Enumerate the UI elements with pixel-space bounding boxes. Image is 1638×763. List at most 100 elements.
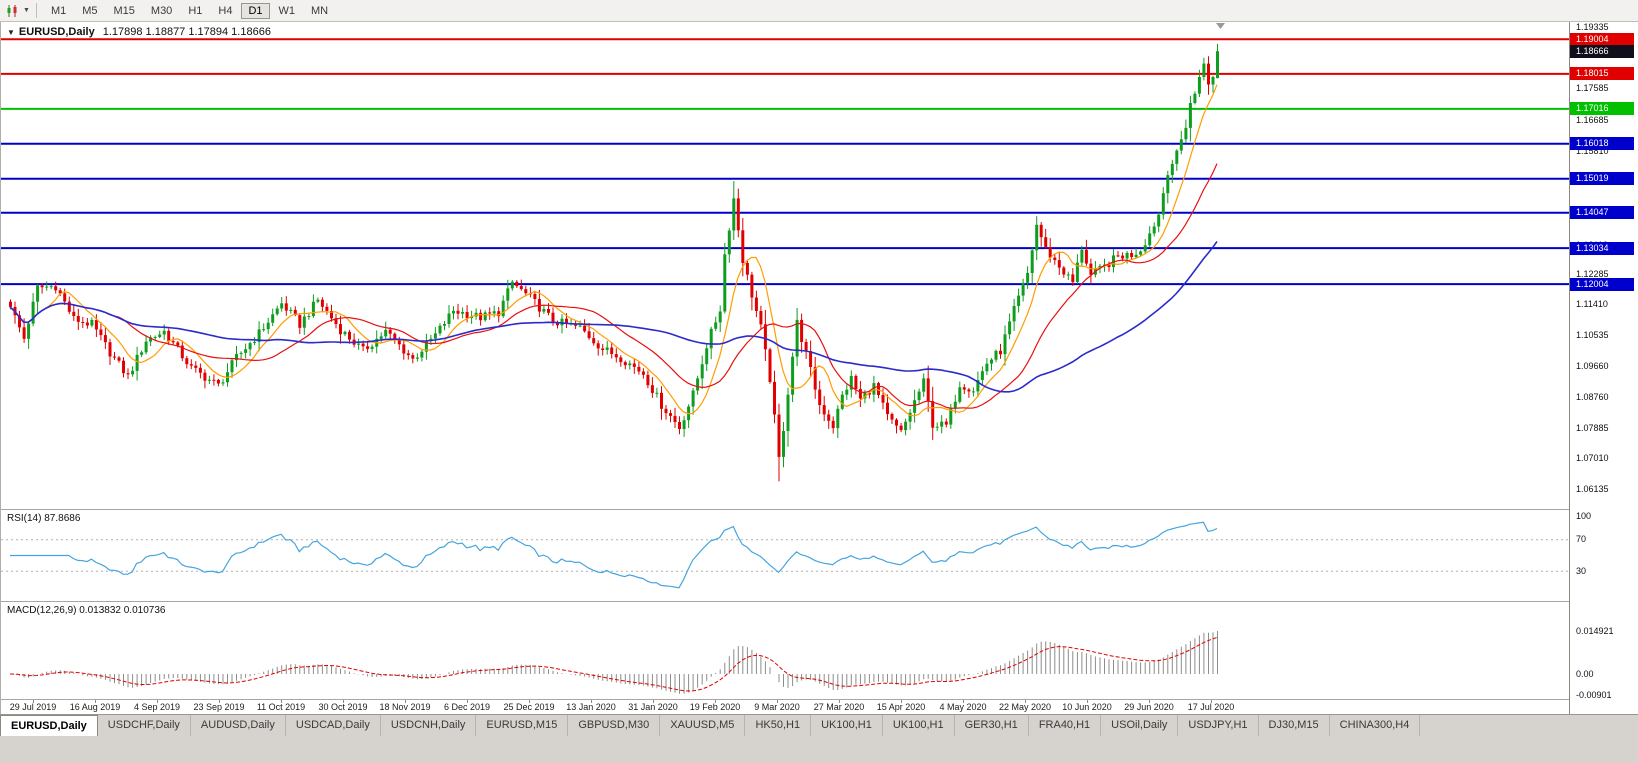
price-level-badge: 1.19004 [1570, 32, 1634, 46]
time-axis-label: 11 Oct 2019 [256, 702, 306, 712]
macd-signal-line [9, 636, 1218, 692]
time-axis-label: 9 Mar 2020 [754, 702, 800, 712]
chart-tab-usdcad-daily[interactable]: USDCAD,Daily [286, 715, 381, 736]
time-axis-tickmark [281, 700, 282, 703]
macd-axis-tick: 0.014921 [1576, 625, 1614, 636]
chart-window: ▼ EURUSD,Daily 1.17898 1.18877 1.17894 1.1… [0, 22, 1638, 714]
time-axis-label: 23 Sep 2019 [193, 702, 245, 712]
support-resistance-lines [1, 38, 1569, 286]
time-axis-tickmark [343, 700, 344, 703]
rsi-indicator-chart[interactable] [1, 511, 1569, 600]
time-axis-label: 29 Jun 2020 [1124, 702, 1174, 712]
candlestick-chart-icon[interactable] [4, 3, 22, 19]
chart-tab-xauusd-m5[interactable]: XAUUSD,M5 [660, 715, 746, 736]
ma-slow-line [9, 241, 1218, 393]
chart-tab-china300-h4[interactable]: CHINA300,H4 [1330, 715, 1421, 736]
chart-tab-dj30-m15[interactable]: DJ30,M15 [1259, 715, 1330, 736]
timeframe-button-mn[interactable]: MN [304, 3, 335, 19]
time-axis-label: 15 Apr 2020 [876, 702, 926, 712]
time-axis-tickmark [95, 700, 96, 703]
chart-tab-usdcnh-daily[interactable]: USDCNH,Daily [381, 715, 477, 736]
time-axis-label: 19 Feb 2020 [689, 702, 741, 712]
rsi-axis-tick: 70 [1576, 534, 1587, 545]
price-axis-tick: 1.19335 [1576, 22, 1609, 33]
time-axis-label: 16 Aug 2019 [69, 702, 121, 712]
timeframe-button-h1[interactable]: H1 [181, 3, 209, 19]
time-axis-label: 18 Nov 2019 [379, 702, 431, 712]
rsi-axis-tick: 100 [1576, 510, 1592, 521]
time-axis-tickmark [219, 700, 220, 703]
chart-symbol-label: EURUSD,Daily [18, 26, 95, 38]
symbol-dropdown-icon[interactable]: ▼ [7, 28, 15, 37]
chart-tab-ger30-h1[interactable]: GER30,H1 [955, 715, 1029, 736]
rsi-axis-tick: 30 [1576, 565, 1587, 576]
chart-tab-eurusd-daily[interactable]: EURUSD,Daily [0, 715, 98, 736]
time-axis-label: 4 May 2020 [939, 702, 987, 712]
time-axis-tickmark [1149, 700, 1150, 703]
chart-tab-hk50-h1[interactable]: HK50,H1 [745, 715, 812, 736]
time-axis-label: 31 Jan 2020 [628, 702, 678, 712]
price-axis-tick: 1.06135 [1576, 483, 1609, 494]
chart-tab-eurusd-m15[interactable]: EURUSD,M15 [476, 715, 569, 736]
timeframe-button-d1[interactable]: D1 [241, 2, 270, 19]
price-axis-tick: 1.08760 [1576, 392, 1609, 402]
rsi-panel: RSI(14) 87.8686 [1, 511, 1569, 600]
time-axis-label: 17 Jul 2020 [1187, 702, 1235, 712]
price-axis-tick: 1.10535 [1576, 329, 1609, 340]
time-axis-tickmark [963, 700, 964, 703]
price-level-badge: 1.18666 [1570, 44, 1634, 58]
timeframe-button-m30[interactable]: M30 [144, 3, 179, 19]
price-level-badge: 1.15019 [1570, 172, 1634, 186]
price-level-badge: 1.13034 [1570, 241, 1634, 255]
timeframe-button-h4[interactable]: H4 [211, 3, 239, 19]
chart-tab-uk100-h1[interactable]: UK100,H1 [883, 715, 955, 736]
time-axis-tickmark [591, 700, 592, 703]
timeframe-button-w1[interactable]: W1 [272, 3, 303, 19]
price-axis-tick: 1.09660 [1576, 360, 1609, 371]
chart-tab-usdchf-daily[interactable]: USDCHF,Daily [98, 715, 191, 736]
time-axis-label: 27 Mar 2020 [813, 702, 865, 712]
macd-panel: MACD(12,26,9) 0.013832 0.010736 [1, 603, 1569, 699]
chart-tab-usoil-daily[interactable]: USOil,Daily [1101, 715, 1179, 736]
price-level-badge: 1.17016 [1570, 102, 1634, 116]
macd-indicator-chart[interactable] [1, 603, 1569, 699]
price-axis-tick: 1.15810 [1576, 145, 1609, 156]
macd-label: MACD(12,26,9) 0.013832 0.010736 [7, 605, 166, 616]
timeframe-button-m15[interactable]: M15 [107, 3, 142, 19]
chart-tab-gbpusd-m30[interactable]: GBPUSD,M30 [568, 715, 661, 736]
chart-tab-usdjpy-h1[interactable]: USDJPY,H1 [1178, 715, 1259, 736]
price-level-badge: 1.14047 [1570, 206, 1634, 220]
panel-splitter[interactable] [1, 601, 1638, 602]
time-axis-label: 29 Jul 2019 [9, 702, 57, 712]
time-axis-tickmark [901, 700, 902, 703]
price-level-badge: 1.18015 [1570, 67, 1634, 81]
price-axis-tick: 1.17585 [1576, 83, 1609, 94]
time-axis-tickmark [1025, 700, 1026, 703]
price-axis-tick: 1.07885 [1576, 422, 1609, 433]
panel-splitter[interactable] [1, 509, 1638, 510]
candlestick-chart[interactable] [1, 22, 1569, 508]
time-axis-tickmark [405, 700, 406, 703]
timeframe-button-m5[interactable]: M5 [75, 3, 104, 19]
chart-tab-uk100-h1[interactable]: UK100,H1 [811, 715, 883, 736]
time-axis-tickmark [715, 700, 716, 703]
toolbar-separator [35, 3, 37, 18]
time-axis-tickmark [1087, 700, 1088, 703]
chart-tab-audusd-daily[interactable]: AUDUSD,Daily [191, 715, 286, 736]
timeframe-buttons: M1 M5 M15 M30 H1 H4 D1 W1 MN [43, 2, 336, 19]
time-axis-tickmark [529, 700, 530, 703]
timeframe-button-m1[interactable]: M1 [44, 3, 73, 19]
time-axis[interactable]: 29 Jul 2019 16 Aug 2019 4 Sep 2019 23 Sep 2… [1, 699, 1569, 714]
chart-title: ▼ EURUSD,Daily 1.17898 1.18877 1.17894 1.1… [7, 26, 271, 38]
macd-axis-tick: -0.00901 [1576, 690, 1612, 700]
chevron-down-icon[interactable]: ▼ [23, 7, 30, 14]
price-level-badge: 1.16018 [1570, 137, 1634, 151]
time-axis-label: 6 Dec 2019 [443, 702, 491, 712]
time-axis-tickmark [1211, 700, 1212, 703]
ma-fast-line [9, 84, 1218, 417]
chart-tab-fra40-h1[interactable]: FRA40,H1 [1029, 715, 1102, 736]
time-axis-tickmark [157, 700, 158, 703]
timeframe-toolbar: ▼ M1 M5 M15 M30 H1 H4 D1 W1 MN [0, 0, 1638, 22]
price-axis[interactable]: 1.193351.175851.166851.158101.149101.131… [1569, 22, 1638, 714]
rsi-label: RSI(14) 87.8686 [7, 513, 81, 524]
